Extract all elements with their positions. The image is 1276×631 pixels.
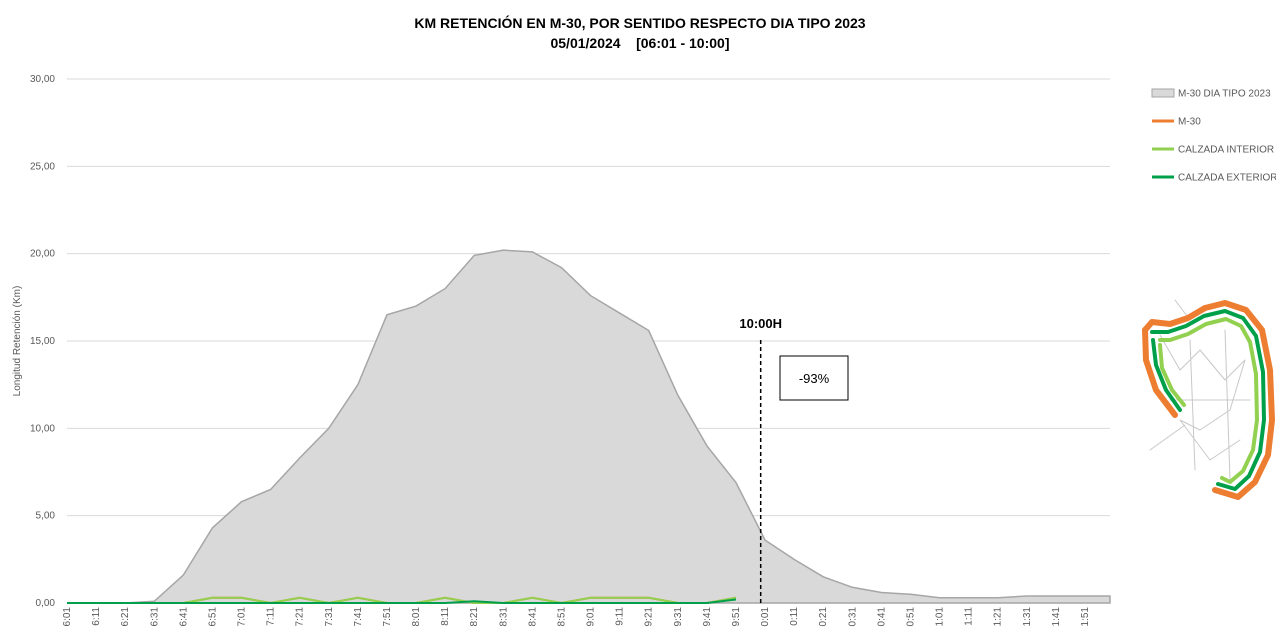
y-tick-label: 25,00 xyxy=(30,161,55,172)
x-tick-label: 7:31 xyxy=(324,607,335,627)
x-tick-label: 8:21 xyxy=(469,607,480,627)
x-tick-label: 0:21 xyxy=(818,607,829,627)
x-tick-label: 0:31 xyxy=(847,607,858,627)
x-tick-label: 9:01 xyxy=(586,607,597,627)
legend-label: CALZADA INTERIOR xyxy=(1178,145,1274,156)
map-exterior xyxy=(1150,309,1266,491)
x-tick-label: 7:41 xyxy=(353,607,364,627)
x-tick-label: 6:51 xyxy=(207,607,218,627)
x-tick-label: 6:21 xyxy=(120,607,131,627)
x-tick-label: 6:01 xyxy=(62,607,73,627)
x-tick-label: 0:01 xyxy=(760,607,771,627)
x-tick-label: 8:11 xyxy=(440,607,451,626)
y-tick-label: 20,00 xyxy=(30,249,55,260)
x-tick-label: 7:51 xyxy=(382,607,393,627)
map-exterior xyxy=(1151,338,1182,412)
chart-title: KM RETENCIÓN EN M-30, POR SENTIDO RESPEC… xyxy=(414,14,865,31)
y-tick-label: 15,00 xyxy=(30,336,55,347)
x-tick-label: 8:01 xyxy=(411,607,422,627)
x-tick-label: 1:21 xyxy=(993,607,1004,627)
x-tick-label: 6:31 xyxy=(149,607,160,627)
legend-label: M-30 DIA TIPO 2023 xyxy=(1178,89,1271,100)
annotation-box xyxy=(779,355,849,401)
y-tick-label: 5,00 xyxy=(36,511,56,522)
x-tick-label: 8:41 xyxy=(527,607,538,627)
m30-map xyxy=(1142,299,1275,500)
annotation-label: 10:00H xyxy=(739,316,782,331)
x-tick-label: 6:41 xyxy=(178,607,189,627)
legend-label: M-30 xyxy=(1178,117,1201,128)
x-tick-label: 0:11 xyxy=(789,607,800,626)
annotation-value: -93% xyxy=(799,371,830,386)
x-tick-label: 7:01 xyxy=(237,607,248,627)
x-tick-label: 1:01 xyxy=(935,607,946,627)
x-tick-label: 6:11 xyxy=(91,607,102,626)
x-tick-label: 9:31 xyxy=(673,607,684,627)
x-tick-label: 9:51 xyxy=(731,607,742,627)
line xyxy=(67,598,737,604)
map-interior xyxy=(1158,343,1186,407)
area xyxy=(67,249,1111,604)
x-tick-label: 7:21 xyxy=(295,607,306,627)
x-tick-label: 8:31 xyxy=(498,607,509,627)
x-tick-label: 0:41 xyxy=(876,607,887,627)
x-tick-label: 0:51 xyxy=(905,607,916,627)
x-tick-label: 9:11 xyxy=(615,607,626,626)
x-tick-label: 1:41 xyxy=(1051,607,1062,627)
legend-swatch xyxy=(1151,88,1175,98)
x-tick-label: 9:21 xyxy=(644,607,655,627)
map-m30 xyxy=(1142,300,1275,500)
y-axis-label: Longitud Retención (Km) xyxy=(12,286,23,397)
map-interior xyxy=(1158,317,1259,484)
map-streets xyxy=(1149,299,1251,481)
x-tick-label: 1:11 xyxy=(964,607,975,626)
y-tick-label: 30,00 xyxy=(30,74,55,85)
map-m30 xyxy=(1142,327,1178,418)
x-tick-label: 9:41 xyxy=(702,607,713,627)
y-tick-label: 10,00 xyxy=(30,423,55,434)
x-tick-label: 8:51 xyxy=(556,607,567,627)
y-tick-label: 0,00 xyxy=(36,598,56,609)
x-tick-label: 1:51 xyxy=(1080,607,1091,627)
x-tick-label: 7:11 xyxy=(266,607,277,626)
legend-label: CALZADA EXTERIOR xyxy=(1178,173,1276,184)
chart-subtitle: 05/01/2024 [06:01 - 10:00] xyxy=(550,35,729,51)
x-tick-label: 1:31 xyxy=(1022,607,1033,627)
